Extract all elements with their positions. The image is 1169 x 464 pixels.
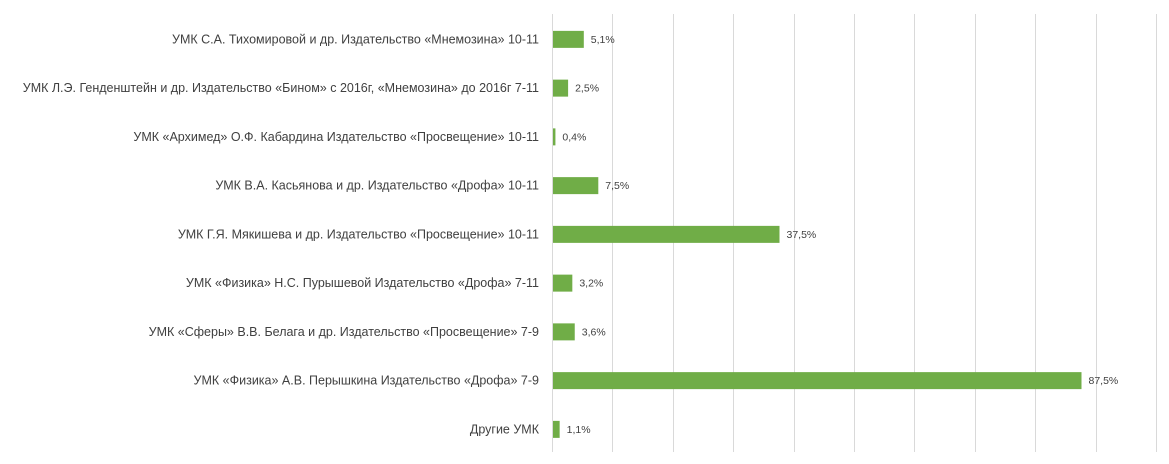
data-label: 37,5% <box>787 229 817 241</box>
bar <box>553 79 569 97</box>
bar <box>553 323 575 341</box>
data-label: 7,5% <box>605 180 629 192</box>
bar <box>553 420 560 438</box>
gridlines <box>552 14 1157 452</box>
data-label: 3,6% <box>582 326 606 338</box>
category-label: Другие УМК <box>470 422 540 436</box>
data-label: 1,1% <box>567 424 591 436</box>
bar <box>553 225 780 243</box>
data-label: 87,5% <box>1089 375 1119 387</box>
category-label: УМК Г.Я. Мякишева и др. Издательство «Пр… <box>178 227 539 241</box>
bar <box>553 128 556 146</box>
category-label: УМК «Физика» А.В. Перышкина Издательство… <box>194 374 539 388</box>
bar <box>553 372 1082 390</box>
category-label: УМК «Архимед» О.Ф. Кабардина Издательств… <box>133 130 539 144</box>
data-label: 5,1% <box>591 34 615 46</box>
category-label: УМК «Физика» Н.С. Пурышевой Издательство… <box>186 276 539 290</box>
category-labels: УМК С.А. Тихомировой и др. Издательство … <box>23 32 540 436</box>
bar <box>553 30 584 48</box>
data-label: 2,5% <box>575 83 599 95</box>
bar <box>553 177 599 195</box>
data-label: 3,2% <box>579 278 603 290</box>
category-label: УМК С.А. Тихомировой и др. Издательство … <box>172 32 539 46</box>
category-label: УМК В.А. Касьянова и др. Издательство «Д… <box>215 179 539 193</box>
data-label: 0,4% <box>562 131 586 143</box>
bar <box>553 274 573 292</box>
bars <box>553 30 1082 438</box>
category-label: УМК Л.Э. Генденштейн и др. Издательство … <box>23 81 539 95</box>
value-labels: 5,1% 2,5% 0,4% 7,5% 37,5% 3,2% 3,6% 87,5% 1,1% <box>562 34 1118 436</box>
category-label: УМК «Сферы» В.В. Белага и др. Издательст… <box>149 325 539 339</box>
